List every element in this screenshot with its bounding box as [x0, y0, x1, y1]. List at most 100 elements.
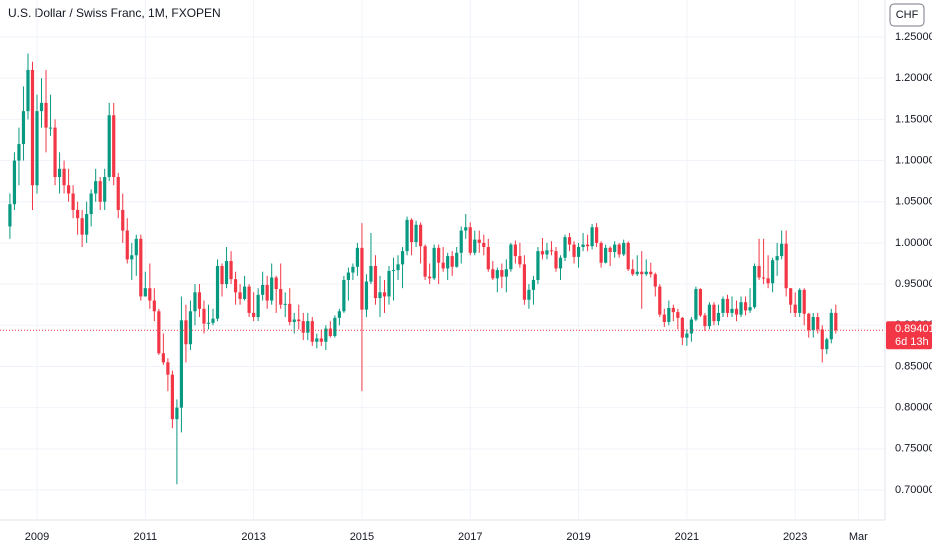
- x-tick-label: 2019: [566, 531, 590, 543]
- candle-body: [306, 321, 310, 333]
- y-tick-label: 1.25000: [895, 31, 932, 43]
- candle-body: [432, 247, 436, 279]
- candle-body: [360, 247, 364, 310]
- candle-body: [604, 247, 608, 263]
- candle-body: [622, 242, 626, 255]
- candle-body: [504, 269, 508, 277]
- candle-body: [116, 177, 120, 210]
- candle-body: [725, 298, 730, 313]
- candle-body: [748, 307, 752, 311]
- candle-body: [26, 69, 30, 112]
- candle-body: [626, 242, 630, 270]
- candle-body: [703, 315, 707, 327]
- candle-body: [662, 314, 666, 322]
- currency-label[interactable]: CHF: [896, 9, 919, 21]
- candle-body: [301, 321, 305, 333]
- candle-body: [689, 319, 693, 334]
- candle-body: [71, 193, 75, 210]
- candle-body: [382, 292, 387, 297]
- candle-body: [419, 224, 423, 247]
- candle-body: [640, 271, 644, 275]
- candle-body: [608, 247, 612, 252]
- candle-body: [256, 294, 260, 318]
- candle-body: [599, 242, 603, 263]
- candle-body: [477, 239, 481, 243]
- candle-body: [179, 320, 184, 408]
- candle-body: [793, 304, 797, 313]
- candle-body: [545, 250, 549, 255]
- candle-body: [184, 320, 188, 345]
- candle-body: [522, 264, 527, 300]
- candle-body: [265, 284, 269, 301]
- candle-body: [680, 317, 684, 338]
- candle-body: [757, 265, 761, 278]
- candle-body: [644, 271, 648, 275]
- candle-body: [752, 265, 757, 308]
- y-tick-label: 1.00000: [895, 237, 932, 249]
- candle-body: [739, 302, 743, 315]
- candle-body: [62, 168, 66, 186]
- candle-body: [378, 292, 382, 299]
- candle-body: [694, 289, 698, 320]
- candle-body: [712, 304, 716, 322]
- candle-body: [85, 214, 89, 235]
- candle-body: [333, 317, 337, 336]
- chart-title: U.S. Dollar / Swiss Franc, 1M, FXOPEN: [8, 6, 221, 20]
- candle-body: [635, 271, 639, 275]
- candle-body: [94, 181, 98, 194]
- y-tick-label: 0.95000: [895, 278, 932, 290]
- candle-body: [242, 286, 247, 299]
- candle-body: [310, 321, 314, 342]
- y-tick-label: 0.85000: [895, 360, 932, 372]
- candle-body: [134, 238, 138, 256]
- candle-body: [130, 255, 134, 260]
- candle-body: [576, 247, 581, 257]
- candle-body: [107, 115, 111, 178]
- candle-body: [387, 270, 391, 297]
- candle-body: [400, 251, 405, 265]
- candle-body: [716, 312, 721, 322]
- x-tick-label: 2015: [350, 531, 374, 543]
- candle-body: [685, 333, 689, 338]
- candle-body: [161, 353, 165, 363]
- candle-body: [428, 276, 432, 279]
- candle-body: [157, 311, 161, 354]
- candle-body: [315, 338, 319, 342]
- candle-body: [500, 270, 504, 277]
- candle-body: [766, 278, 770, 284]
- candle-body: [170, 374, 174, 420]
- x-tick-label: 2021: [675, 531, 699, 543]
- x-tick-label: 2017: [458, 531, 482, 543]
- grid: [0, 0, 885, 520]
- currency-button[interactable]: [889, 3, 925, 27]
- x-tick-label: 2011: [133, 531, 157, 543]
- candle-body: [337, 311, 341, 318]
- candle-body: [143, 288, 147, 297]
- candle-body: [89, 193, 93, 215]
- candle-body: [414, 224, 418, 243]
- candle-body: [396, 264, 400, 271]
- candle-body: [342, 279, 346, 312]
- candle-body: [558, 257, 563, 269]
- candle-body: [676, 312, 680, 318]
- candle-body: [139, 238, 143, 297]
- candle-body: [446, 256, 450, 269]
- candle-body: [658, 286, 662, 315]
- candle-body: [820, 329, 824, 350]
- candle-body: [188, 311, 193, 345]
- candle-body: [829, 312, 833, 340]
- candle-body: [211, 318, 215, 323]
- candle-body: [491, 269, 495, 279]
- candle-body: [270, 277, 274, 301]
- candle-body: [563, 237, 567, 258]
- candle-body: [121, 209, 125, 231]
- candle-body: [617, 244, 621, 255]
- candle-body: [721, 298, 725, 313]
- countdown-label: 6d 13h: [895, 336, 929, 348]
- candle-body: [292, 319, 296, 322]
- y-tick-label: 1.05000: [895, 196, 932, 208]
- candle-body: [193, 292, 197, 312]
- x-tick-label: 2009: [25, 531, 49, 543]
